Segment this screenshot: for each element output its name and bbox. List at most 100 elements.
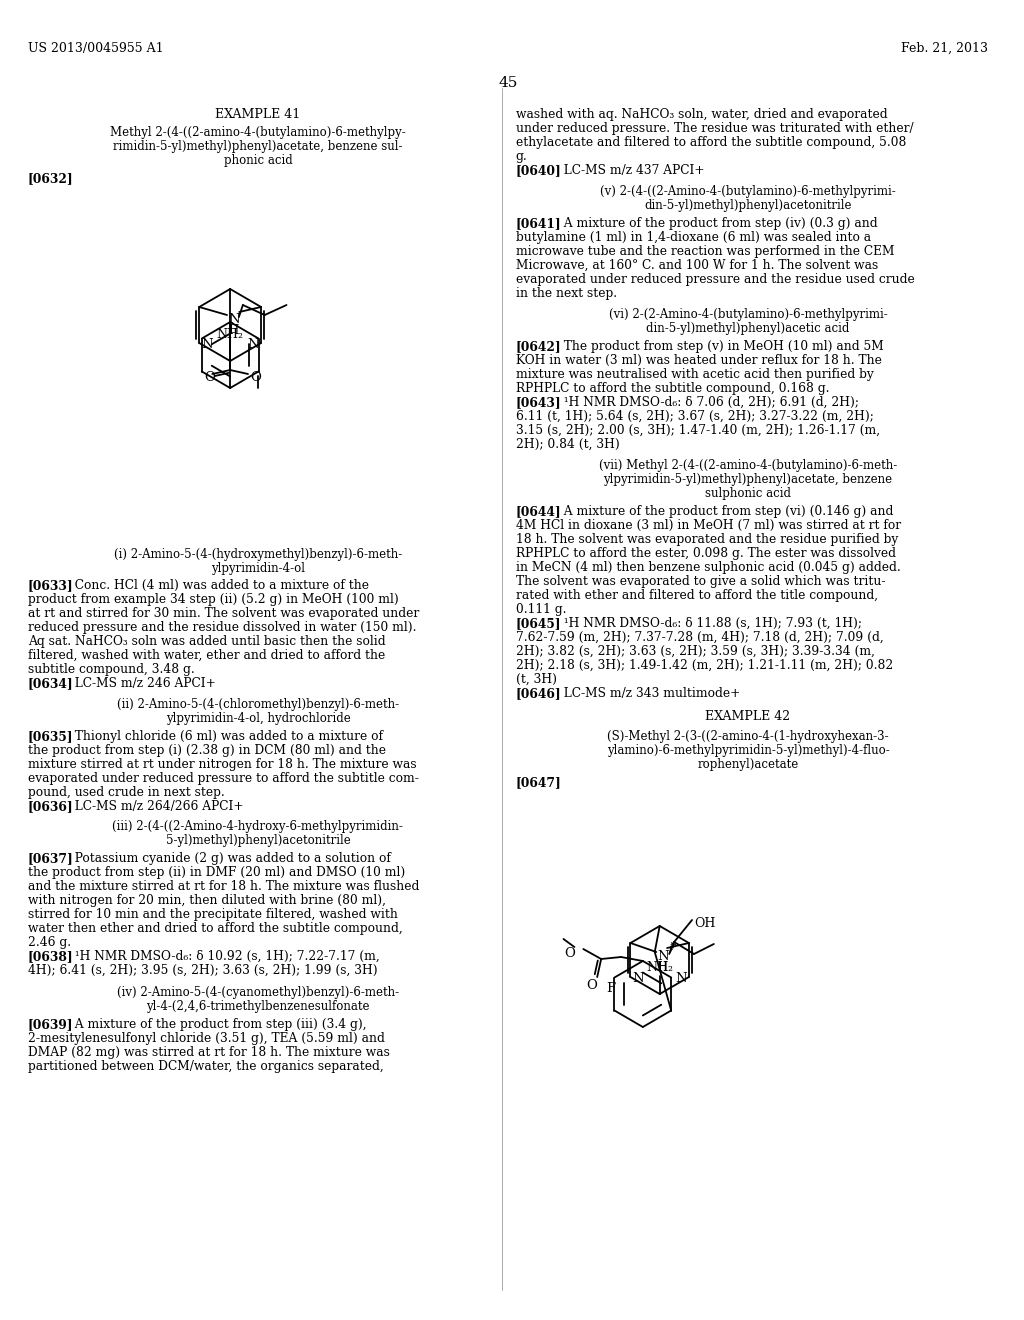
Text: 4M HCl in dioxane (3 ml) in MeOH (7 ml) was stirred at rt for: 4M HCl in dioxane (3 ml) in MeOH (7 ml) … (516, 519, 901, 532)
Text: [0642]: [0642] (516, 341, 561, 352)
Text: The solvent was evaporated to give a solid which was tritu-: The solvent was evaporated to give a sol… (516, 576, 886, 587)
Text: DMAP (82 mg) was stirred at rt for 18 h. The mixture was: DMAP (82 mg) was stirred at rt for 18 h.… (28, 1045, 390, 1059)
Text: (S)-Methyl 2-(3-((2-amino-4-(1-hydroxyhexan-3-: (S)-Methyl 2-(3-((2-amino-4-(1-hydroxyhe… (607, 730, 889, 743)
Text: g.: g. (516, 150, 527, 162)
Text: [0634]: [0634] (28, 677, 74, 690)
Text: rophenyl)acetate: rophenyl)acetate (697, 758, 799, 771)
Text: [0643]: [0643] (516, 396, 561, 409)
Text: water then ether and dried to afford the subtitle compound,: water then ether and dried to afford the… (28, 921, 402, 935)
Text: Conc. HCl (4 ml) was added to a mixture of the: Conc. HCl (4 ml) was added to a mixture … (68, 579, 370, 591)
Text: with nitrogen for 20 min, then diluted with brine (80 ml),: with nitrogen for 20 min, then diluted w… (28, 894, 386, 907)
Text: 2.46 g.: 2.46 g. (28, 936, 71, 949)
Text: din-5-yl)methyl)phenyl)acetonitrile: din-5-yl)methyl)phenyl)acetonitrile (644, 199, 852, 213)
Text: Potassium cyanide (2 g) was added to a solution of: Potassium cyanide (2 g) was added to a s… (68, 851, 391, 865)
Text: [0635]: [0635] (28, 730, 74, 743)
Text: in MeCN (4 ml) then benzene sulphonic acid (0.045 g) added.: in MeCN (4 ml) then benzene sulphonic ac… (516, 561, 901, 574)
Text: rated with ether and filtered to afford the title compound,: rated with ether and filtered to afford … (516, 589, 878, 602)
Text: ylpyrimidin-4-ol, hydrochloride: ylpyrimidin-4-ol, hydrochloride (166, 711, 350, 725)
Text: ¹H NMR DMSO-d₆: δ 11.88 (s, 1H); 7.93 (t, 1H);: ¹H NMR DMSO-d₆: δ 11.88 (s, 1H); 7.93 (t… (556, 616, 861, 630)
Text: 18 h. The solvent was evaporated and the residue purified by: 18 h. The solvent was evaporated and the… (516, 533, 898, 546)
Text: [0640]: [0640] (516, 164, 561, 177)
Text: Microwave, at 160° C. and 100 W for 1 h. The solvent was: Microwave, at 160° C. and 100 W for 1 h.… (516, 259, 879, 272)
Text: N: N (201, 338, 213, 351)
Text: subtitle compound, 3.48 g.: subtitle compound, 3.48 g. (28, 663, 195, 676)
Text: LC-MS m/z 264/266 APCI+: LC-MS m/z 264/266 APCI+ (68, 800, 244, 813)
Text: US 2013/0045955 A1: US 2013/0045955 A1 (28, 42, 164, 55)
Text: 2H); 2.18 (s, 3H); 1.49-1.42 (m, 2H); 1.21-1.11 (m, 2H); 0.82: 2H); 2.18 (s, 3H); 1.49-1.42 (m, 2H); 1.… (516, 659, 893, 672)
Text: N: N (228, 313, 240, 326)
Text: NH₂: NH₂ (646, 961, 673, 974)
Text: [0638]: [0638] (28, 950, 74, 964)
Text: NH₂: NH₂ (217, 327, 244, 341)
Text: 45: 45 (499, 77, 517, 90)
Text: yl-4-(2,4,6-trimethylbenzenesulfonate: yl-4-(2,4,6-trimethylbenzenesulfonate (146, 1001, 370, 1012)
Text: (iii) 2-(4-((2-Amino-4-hydroxy-6-methylpyrimidin-: (iii) 2-(4-((2-Amino-4-hydroxy-6-methylp… (113, 820, 403, 833)
Text: 2-mesitylenesulfonyl chloride (3.51 g), TEA (5.59 ml) and: 2-mesitylenesulfonyl chloride (3.51 g), … (28, 1032, 385, 1045)
Text: ethylacetate and filtered to afford the subtitle compound, 5.08: ethylacetate and filtered to afford the … (516, 136, 906, 149)
Text: washed with aq. NaHCO₃ soln, water, dried and evaporated: washed with aq. NaHCO₃ soln, water, drie… (516, 108, 888, 121)
Text: mixture stirred at rt under nitrogen for 18 h. The mixture was: mixture stirred at rt under nitrogen for… (28, 758, 417, 771)
Text: 2H); 0.84 (t, 3H): 2H); 0.84 (t, 3H) (516, 438, 620, 451)
Text: KOH in water (3 ml) was heated under reflux for 18 h. The: KOH in water (3 ml) was heated under ref… (516, 354, 882, 367)
Text: [0632]: [0632] (28, 172, 74, 185)
Text: O: O (586, 979, 597, 993)
Text: Feb. 21, 2013: Feb. 21, 2013 (901, 42, 988, 55)
Text: under reduced pressure. The residue was triturated with ether/: under reduced pressure. The residue was … (516, 121, 913, 135)
Text: [0636]: [0636] (28, 800, 74, 813)
Text: rimidin-5-yl)methyl)phenyl)acetate, benzene sul-: rimidin-5-yl)methyl)phenyl)acetate, benz… (114, 140, 402, 153)
Text: EXAMPLE 41: EXAMPLE 41 (215, 108, 301, 121)
Text: ylpyrimidin-5-yl)methyl)phenyl)acetate, benzene: ylpyrimidin-5-yl)methyl)phenyl)acetate, … (603, 473, 893, 486)
Text: A mixture of the product from step (iii) (3.4 g),: A mixture of the product from step (iii)… (68, 1018, 367, 1031)
Text: in the next step.: in the next step. (516, 286, 617, 300)
Text: F: F (606, 982, 615, 994)
Text: at rt and stirred for 30 min. The solvent was evaporated under: at rt and stirred for 30 min. The solven… (28, 607, 419, 620)
Text: (vi) 2-(2-Amino-4-(butylamino)-6-methylpyrimi-: (vi) 2-(2-Amino-4-(butylamino)-6-methylp… (608, 308, 888, 321)
Text: Methyl 2-(4-((2-amino-4-(butylamino)-6-methylpy-: Methyl 2-(4-((2-amino-4-(butylamino)-6-m… (110, 125, 406, 139)
Text: A mixture of the product from step (iv) (0.3 g) and: A mixture of the product from step (iv) … (556, 216, 878, 230)
Text: O: O (205, 371, 215, 384)
Text: microwave tube and the reaction was performed in the CEM: microwave tube and the reaction was perf… (516, 246, 894, 257)
Text: N: N (247, 338, 259, 351)
Text: sulphonic acid: sulphonic acid (705, 487, 791, 500)
Text: [0641]: [0641] (516, 216, 561, 230)
Text: (i) 2-Amino-5-(4-(hydroxymethyl)benzyl)-6-meth-: (i) 2-Amino-5-(4-(hydroxymethyl)benzyl)-… (114, 548, 402, 561)
Text: product from example 34 step (ii) (5.2 g) in MeOH (100 ml): product from example 34 step (ii) (5.2 g… (28, 593, 398, 606)
Text: O: O (250, 371, 261, 384)
Text: [0645]: [0645] (516, 616, 561, 630)
Text: 3.15 (s, 2H); 2.00 (s, 3H); 1.47-1.40 (m, 2H); 1.26-1.17 (m,: 3.15 (s, 2H); 2.00 (s, 3H); 1.47-1.40 (m… (516, 424, 880, 437)
Text: (t, 3H): (t, 3H) (516, 673, 557, 686)
Text: 0.111 g.: 0.111 g. (516, 603, 566, 616)
Text: The product from step (v) in MeOH (10 ml) and 5M: The product from step (v) in MeOH (10 ml… (556, 341, 884, 352)
Text: pound, used crude in next step.: pound, used crude in next step. (28, 785, 224, 799)
Text: LC-MS m/z 343 multimode+: LC-MS m/z 343 multimode+ (556, 686, 739, 700)
Text: A mixture of the product from step (vi) (0.146 g) and: A mixture of the product from step (vi) … (556, 506, 893, 517)
Text: ylpyrimidin-4-ol: ylpyrimidin-4-ol (211, 562, 305, 576)
Text: Thionyl chloride (6 ml) was added to a mixture of: Thionyl chloride (6 ml) was added to a m… (68, 730, 383, 743)
Text: [0633]: [0633] (28, 579, 74, 591)
Text: [0646]: [0646] (516, 686, 561, 700)
Text: phonic acid: phonic acid (223, 154, 292, 168)
Text: 2H); 3.82 (s, 2H); 3.63 (s, 2H); 3.59 (s, 3H); 3.39-3.34 (m,: 2H); 3.82 (s, 2H); 3.63 (s, 2H); 3.59 (s… (516, 645, 874, 657)
Text: the product from step (ii) in DMF (20 ml) and DMSO (10 ml): the product from step (ii) in DMF (20 ml… (28, 866, 406, 879)
Text: filtered, washed with water, ether and dried to afford the: filtered, washed with water, ether and d… (28, 649, 385, 663)
Text: (vii) Methyl 2-(4-((2-amino-4-(butylamino)-6-meth-: (vii) Methyl 2-(4-((2-amino-4-(butylamin… (599, 459, 897, 473)
Text: 7.62-7.59 (m, 2H); 7.37-7.28 (m, 4H); 7.18 (d, 2H); 7.09 (d,: 7.62-7.59 (m, 2H); 7.37-7.28 (m, 4H); 7.… (516, 631, 884, 644)
Text: [0644]: [0644] (516, 506, 561, 517)
Text: the product from step (i) (2.38 g) in DCM (80 ml) and the: the product from step (i) (2.38 g) in DC… (28, 744, 386, 756)
Text: mixture was neutralised with acetic acid then purified by: mixture was neutralised with acetic acid… (516, 368, 873, 381)
Text: din-5-yl)methyl)phenyl)acetic acid: din-5-yl)methyl)phenyl)acetic acid (646, 322, 850, 335)
Text: 5-yl)methyl)phenyl)acetonitrile: 5-yl)methyl)phenyl)acetonitrile (166, 834, 350, 847)
Text: H: H (657, 961, 668, 974)
Text: evaporated under reduced pressure to afford the subtitle com-: evaporated under reduced pressure to aff… (28, 772, 419, 785)
Text: RPHPLC to afford the subtitle compound, 0.168 g.: RPHPLC to afford the subtitle compound, … (516, 381, 829, 395)
Text: LC-MS m/z 246 APCI+: LC-MS m/z 246 APCI+ (68, 677, 216, 690)
Text: N: N (675, 972, 687, 985)
Text: butylamine (1 ml) in 1,4-dioxane (6 ml) was sealed into a: butylamine (1 ml) in 1,4-dioxane (6 ml) … (516, 231, 871, 244)
Text: 4H); 6.41 (s, 2H); 3.95 (s, 2H); 3.63 (s, 2H); 1.99 (s, 3H): 4H); 6.41 (s, 2H); 3.95 (s, 2H); 3.63 (s… (28, 964, 378, 977)
Text: ¹H NMR DMSO-d₆: δ 7.06 (d, 2H); 6.91 (d, 2H);: ¹H NMR DMSO-d₆: δ 7.06 (d, 2H); 6.91 (d,… (556, 396, 858, 409)
Text: H: H (228, 323, 239, 337)
Text: Aq sat. NaHCO₃ soln was added until basic then the solid: Aq sat. NaHCO₃ soln was added until basi… (28, 635, 385, 648)
Text: [0647]: [0647] (516, 776, 561, 789)
Text: [0637]: [0637] (28, 851, 74, 865)
Text: EXAMPLE 42: EXAMPLE 42 (706, 710, 791, 723)
